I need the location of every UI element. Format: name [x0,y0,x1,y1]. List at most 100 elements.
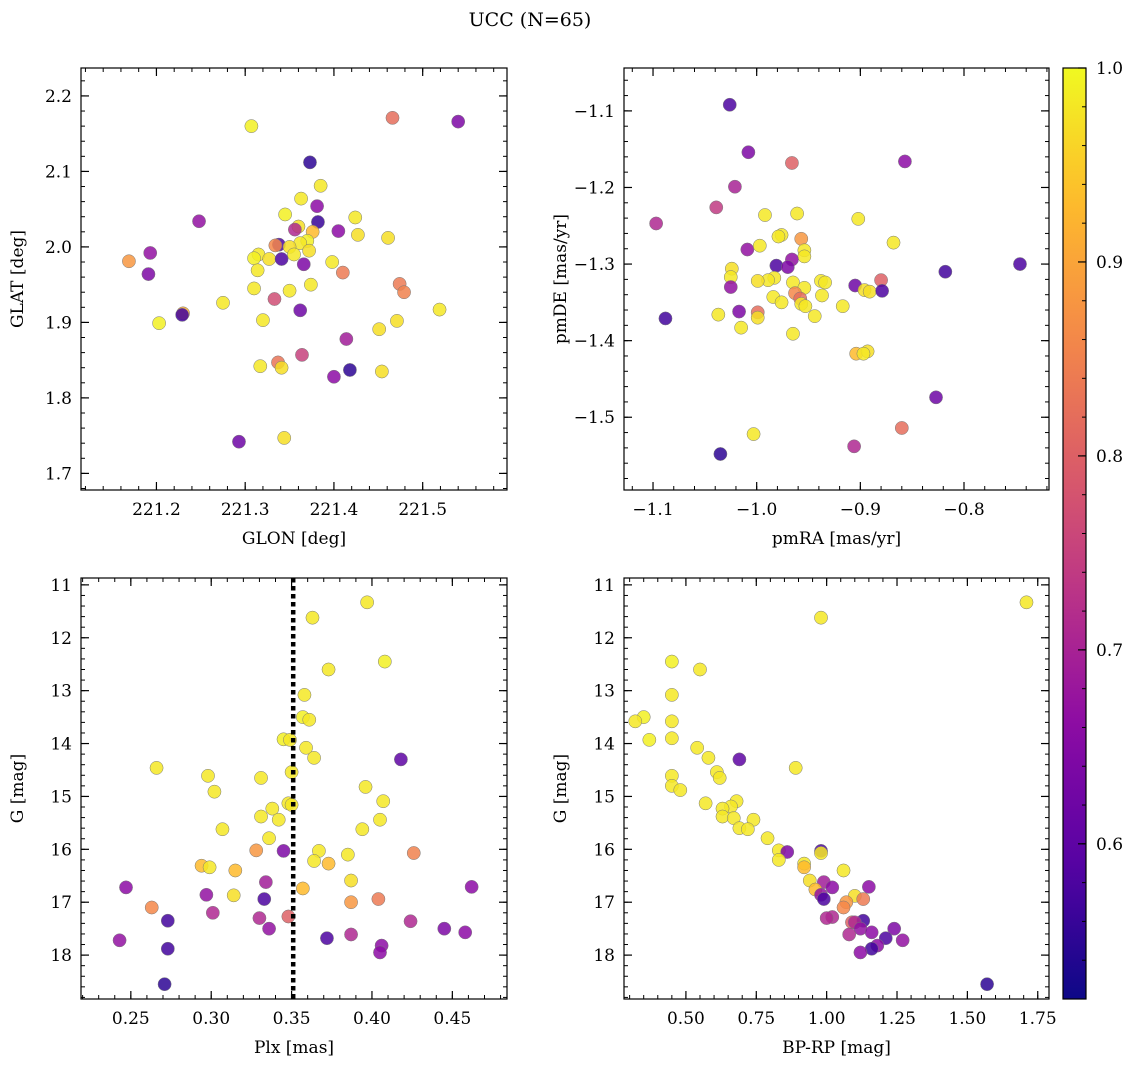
y-tick-label: 11 [50,576,72,596]
data-point [728,179,742,194]
data-point [373,812,387,827]
data-point [373,945,387,960]
data-point [274,252,289,266]
data-point [856,892,871,906]
y-tick-label: 18 [593,946,615,966]
plot-area [624,68,1049,490]
data-point [864,925,879,940]
data-point [642,732,657,747]
x-tick-label: 1.00 [808,1009,846,1029]
data-point [152,316,166,331]
data-point [1013,257,1027,271]
y-tick-label: 2.0 [45,238,72,258]
y-tick-label: 14 [593,735,615,755]
data-point [271,812,286,827]
plot-frame [80,67,508,491]
x-tick-label: 0.35 [273,1009,311,1029]
data-point [628,714,643,729]
data-point [693,662,707,677]
data-point [798,299,813,314]
data-point [122,254,136,269]
data-point [320,931,334,946]
x-tick-label: 221.2 [132,500,181,520]
data-point [390,314,404,328]
data-point [794,231,809,246]
data-point [771,229,786,244]
x-tick-label: 221.4 [310,500,359,520]
data-point [790,206,804,221]
data-point [722,97,737,112]
data-point [690,740,705,755]
data-point [259,875,273,889]
data-point [199,887,214,902]
data-point [257,892,272,906]
y-tick-label: 18 [50,946,72,966]
data-point [313,178,328,193]
data-point [276,844,291,858]
data-point [842,927,857,942]
x-tick-label: 1.25 [878,1009,916,1029]
data-point [929,390,943,405]
x-tick-label: 221.3 [221,500,270,520]
data-point [226,888,241,903]
y-tick-label: 17 [50,893,72,913]
data-point [664,688,679,702]
data-point [310,199,324,214]
data-point [815,288,829,303]
x-tick-label: 0.75 [737,1009,775,1029]
data-point [451,114,466,129]
data-point [302,243,316,258]
y-tick-label: 12 [593,629,615,649]
data-point [202,860,217,875]
plot-frame [623,67,1050,491]
y-tick-label: 14 [50,735,72,755]
data-point [305,610,320,625]
data-point [853,945,868,960]
data-point [376,794,391,809]
data-point [143,246,158,260]
data-point [262,921,276,936]
x-tick-label: −1.1 [632,500,673,520]
data-point [288,222,302,237]
data-point [149,761,164,775]
colorbar-tick-label: 1.0 [1096,59,1123,79]
x-tick-label: 1.75 [1019,1009,1057,1029]
x-tick-label: 0.40 [353,1009,391,1029]
data-point [192,214,206,229]
x-tick-label: −1.0 [736,500,777,520]
data-point [394,752,408,767]
data-point [339,332,354,346]
data-point [253,359,268,374]
data-point [862,284,877,299]
y-tick-label: 16 [50,840,72,860]
x-tick-label: −0.8 [943,500,984,520]
data-point [938,264,953,279]
x-tick-label: 221.5 [398,500,447,520]
data-point [247,281,261,296]
y-tick-label: 16 [593,840,615,860]
data-point [385,110,400,125]
y-axis-label: pmDE [mas/yr] [551,214,571,344]
data-point [295,348,309,362]
data-point [321,856,336,871]
data-point [740,822,755,837]
data-point [814,610,828,625]
plot-frame [80,577,508,1000]
data-point [752,238,767,253]
data-point [325,255,340,269]
colorbar-tick-label: 0.7 [1096,641,1123,661]
y-tick-label: −1.3 [574,255,615,275]
data-point [807,309,822,323]
data-point [786,326,800,341]
data-point [847,439,861,454]
data-point [760,831,775,846]
data-point [375,364,389,379]
x-tick-label: 1.50 [948,1009,986,1029]
data-point [464,880,479,894]
colorbar-tick-label: 0.9 [1096,253,1123,273]
data-point [205,905,220,920]
data-point [732,304,746,319]
data-point [856,346,871,361]
data-point [283,732,297,747]
data-point [344,895,358,910]
